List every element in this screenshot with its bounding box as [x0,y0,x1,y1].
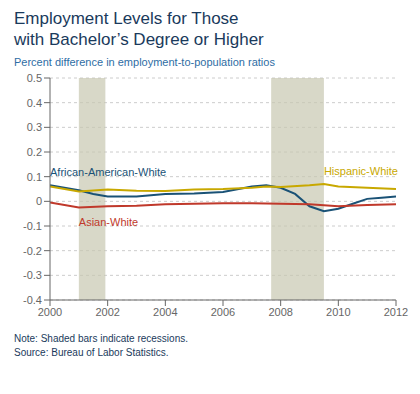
html-text:Note: Shaded bars indicate rec: Note: Shaded bars indicate recessions. [14,333,188,344]
svg-text:Hispanic-White: Hispanic-White [324,165,398,177]
svg-text:0.5: 0.5 [27,72,42,84]
svg-text:-0.2: -0.2 [23,245,42,257]
svg-text:0.3: 0.3 [27,121,42,133]
svg-text:2008: 2008 [268,306,292,318]
html-text:Source: Bureau of Labor Statis: Source: Bureau of Labor Statistics. [14,347,169,358]
svg-text:-0.4: -0.4 [23,294,42,306]
svg-text:2012: 2012 [384,306,408,318]
svg-text:2010: 2010 [326,306,350,318]
svg-text:2000: 2000 [38,306,62,318]
html-text:with Bachelor’s Degree or High: with Bachelor’s Degree or Higher [14,30,264,49]
svg-text:2006: 2006 [211,306,235,318]
svg-text:0.1: 0.1 [27,171,42,183]
svg-text:2002: 2002 [95,306,119,318]
svg-text:0.2: 0.2 [27,146,42,158]
svg-text:-0.1: -0.1 [23,220,42,232]
html-text:Employment Levels for Those: Employment Levels for Those [14,9,239,28]
svg-text:0: 0 [36,195,42,207]
html-text:Percent difference in employme: Percent difference in employment-to-popu… [14,56,275,68]
svg-text:2004: 2004 [153,306,177,318]
svg-text:0.4: 0.4 [27,97,42,109]
svg-text:African-American-White: African-American-White [50,166,166,178]
svg-text:-0.3: -0.3 [23,269,42,281]
svg-text:Asian-White: Asian-White [79,216,138,228]
